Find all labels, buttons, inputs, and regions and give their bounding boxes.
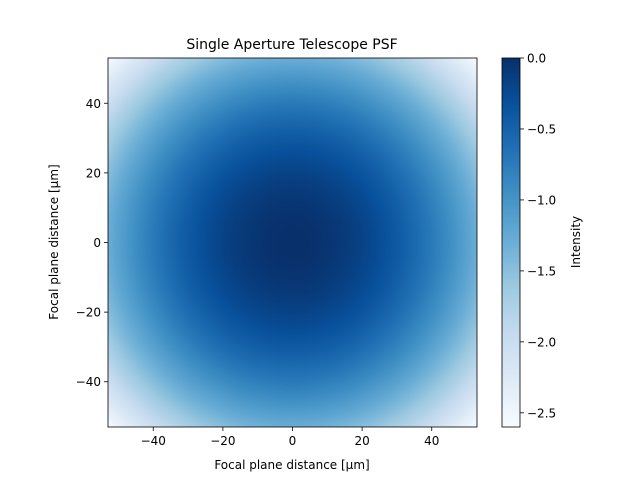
- colorbar-ticks: 0.0 −0.5 −1.0 −1.5 −2.0 −2.5: [520, 52, 556, 420]
- colorbar-frame: [501, 57, 521, 428]
- y-tick-label: 20: [86, 166, 101, 180]
- x-tick-label: −40: [141, 434, 166, 448]
- y-tick-label: 40: [86, 97, 101, 111]
- x-axis-ticks: −40 −20 0 20 40: [141, 427, 439, 448]
- y-axis-label: Focal plane distance [μm]: [47, 164, 61, 319]
- x-tick-label: 0: [289, 434, 297, 448]
- colorbar-tick-label: −2.5: [527, 406, 556, 420]
- y-tick-label: −40: [76, 375, 101, 389]
- colorbar-tick-label: −2.0: [527, 335, 556, 349]
- heatmap-area: [108, 58, 477, 427]
- colorbar-label: Intensity: [569, 216, 583, 268]
- psf-heatmap: [108, 58, 477, 427]
- colorbar-tick-label: −0.5: [527, 122, 556, 136]
- colorbar-tick-label: 0.0: [527, 52, 546, 66]
- y-axis-ticks: −40 −20 0 20 40: [76, 97, 108, 389]
- x-tick-label: 20: [354, 434, 369, 448]
- colorbar-tick-label: −1.0: [527, 193, 556, 207]
- colorbar: [502, 58, 520, 427]
- chart-title: Single Aperture Telescope PSF: [186, 37, 397, 53]
- y-tick-label: 0: [93, 236, 101, 250]
- y-tick-label: −20: [76, 306, 101, 320]
- x-axis-label: Focal plane distance [μm]: [214, 458, 369, 472]
- colorbar-tick-label: −1.5: [527, 264, 556, 278]
- x-tick-label: −20: [210, 434, 235, 448]
- x-tick-label: 40: [424, 434, 439, 448]
